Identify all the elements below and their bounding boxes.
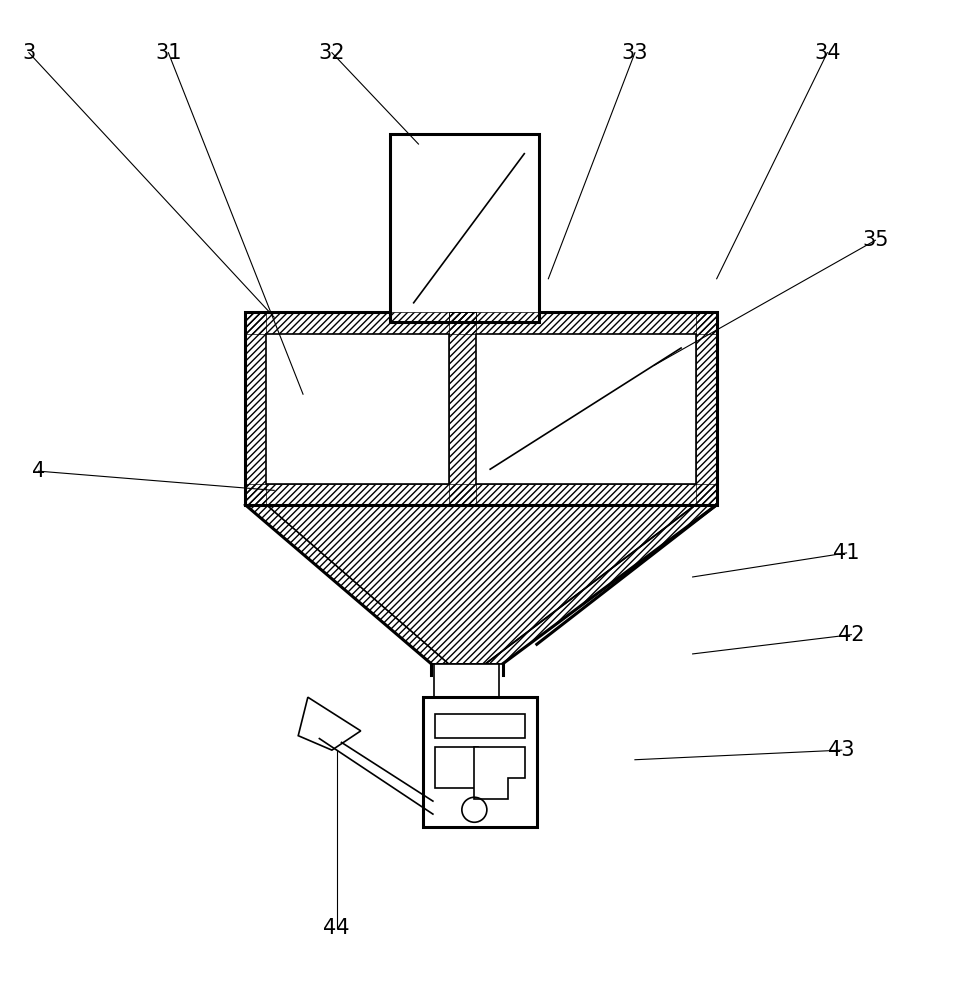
Text: 42: 42: [837, 625, 864, 645]
Bar: [245, 312, 716, 334]
Text: 4: 4: [32, 461, 45, 481]
Bar: [245, 312, 716, 505]
Bar: [434, 714, 525, 738]
Text: 35: 35: [861, 230, 888, 250]
Bar: [423, 697, 536, 827]
Polygon shape: [298, 697, 360, 750]
Bar: [266, 334, 449, 484]
Text: 32: 32: [318, 43, 345, 63]
Polygon shape: [474, 747, 525, 799]
Text: 33: 33: [621, 43, 648, 63]
Bar: [245, 312, 266, 505]
Text: 44: 44: [323, 918, 350, 938]
Text: 43: 43: [827, 740, 854, 760]
Text: 31: 31: [155, 43, 182, 63]
Bar: [434, 747, 478, 788]
Bar: [449, 312, 476, 505]
Bar: [476, 334, 695, 484]
Text: 3: 3: [22, 43, 36, 63]
Bar: [245, 484, 716, 505]
Bar: [389, 134, 538, 322]
Text: 41: 41: [832, 543, 859, 563]
Bar: [695, 312, 716, 505]
Text: 34: 34: [813, 43, 840, 63]
Bar: [449, 312, 476, 322]
Bar: [433, 664, 499, 697]
